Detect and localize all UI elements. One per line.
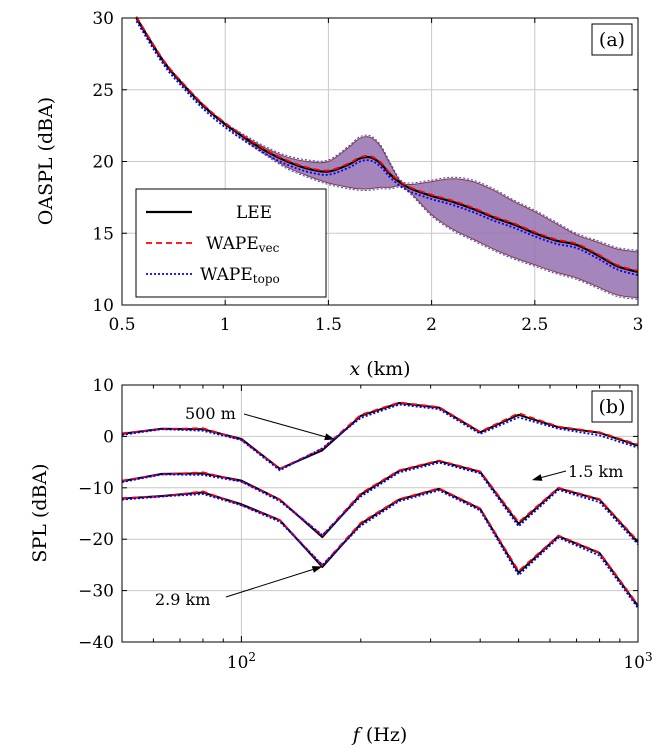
panel-b-ytick-label: −30 — [78, 582, 114, 602]
series-wape-vec-500m — [121, 401, 639, 470]
panel-b-xtick-label: 103 — [623, 650, 652, 673]
series-wape-vec-1-5km — [121, 459, 639, 542]
panel-b-label: (b) — [599, 396, 626, 418]
panel-a-ylabel: OASPL (dBA) — [35, 97, 57, 225]
panel-b-series — [121, 401, 639, 609]
panel-a-ytick-label: 30 — [92, 9, 114, 29]
panel-a-xlabel: x (km) — [349, 358, 410, 380]
annotation-1.5km-arrowhead — [531, 474, 543, 481]
annotation-1.5km-arrow — [541, 470, 567, 479]
annotation-2.9km: 2.9 km — [155, 590, 210, 609]
panel-a-xtick-label: 2 — [426, 315, 437, 335]
panel-b-ytick-label: −10 — [78, 479, 114, 499]
legend-wape-topo-label: WAPEtopo — [200, 265, 280, 286]
panel-a-xtick-label: 3 — [633, 315, 644, 335]
panel-a-xtick-label: 1.5 — [315, 315, 342, 335]
panel-a-ytick-label: 15 — [92, 224, 114, 244]
series-lee-2-9km — [121, 487, 639, 607]
panel-a-xtick-label: 1 — [220, 315, 231, 335]
panel-a-variability-band — [136, 18, 638, 298]
panel-b-ylabel: SPL (dBA) — [29, 463, 51, 562]
series-wape-topo-1-5km — [121, 461, 639, 545]
panel-b-ytick-label: 10 — [92, 376, 114, 396]
legend-lee-label: LEE — [236, 203, 272, 223]
panel-b-xtick-label: 102 — [227, 650, 256, 673]
panel-a-ticks: 0.5 1 1.5 2 2.5 3 10 15 20 25 30 — [92, 9, 643, 335]
annotation-500m: 500 m — [185, 404, 236, 423]
series-lee-line — [135, 17, 639, 274]
annotation-2.9km-arrowhead — [311, 566, 323, 573]
panel-b-ytick-label: −40 — [78, 633, 114, 653]
series-wape-vec-line — [135, 16, 639, 272]
panel-a-ytick-label: 20 — [92, 153, 114, 173]
series-lee-1-5km — [121, 460, 639, 543]
panel-b-grid — [122, 385, 638, 642]
panel-a-xtick-label: 0.5 — [108, 315, 135, 335]
panel-a-label-box — [591, 23, 633, 56]
panel-b-frame — [121, 384, 639, 643]
panel-a-ytick-label: 25 — [92, 81, 114, 101]
panel-a-ytick-label: 10 — [92, 296, 114, 316]
annotation-500m-arrowhead — [324, 433, 335, 441]
annotation-2.9km-arrow — [225, 568, 313, 598]
panel-b: 102 103 −40 −30 −20 −10 0 10 (b) 500 m 1.5 km 2… — [29, 376, 653, 746]
annotation-500m-arrow — [243, 413, 326, 438]
panel-b-ytick-label: −20 — [78, 530, 114, 550]
panel-a-xtick-label: 2.5 — [521, 315, 548, 335]
panel-b-label-box — [591, 390, 633, 423]
panel-b-annotations: 500 m 1.5 km 2.9 km — [155, 404, 623, 609]
annotation-1.5km: 1.5 km — [568, 462, 623, 481]
panel-a-band-lower-edge-topo — [136, 19, 639, 300]
legend: LEE WAPEvec WAPEtopo — [135, 188, 327, 298]
panel-a-label: (a) — [599, 29, 625, 51]
series-wape-topo-2-9km — [121, 489, 639, 609]
panel-a: 0.5 1 1.5 2 2.5 3 10 15 20 25 30 (a) LEE WAPEvec W… — [35, 9, 643, 380]
panel-b-ticks: 102 103 −40 −30 −20 −10 0 10 — [78, 376, 653, 673]
panel-b-xlabel: f (Hz) — [351, 724, 408, 746]
series-wape-topo-line — [135, 20, 639, 277]
panel-a-band-upper-edge-topo — [136, 16, 639, 251]
series-wape-vec-2-9km — [121, 487, 639, 606]
legend-wape-vec-label: WAPEvec — [206, 234, 280, 255]
panel-b-ytick-label: 0 — [103, 427, 114, 447]
